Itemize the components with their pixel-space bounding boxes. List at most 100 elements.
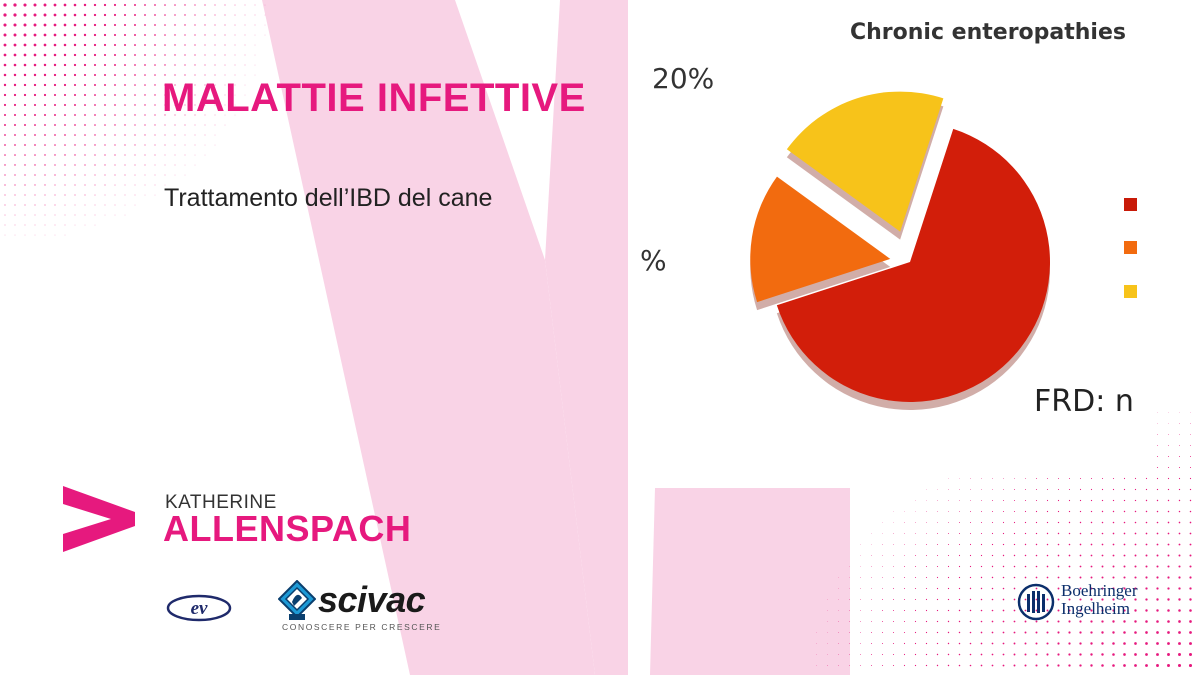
decor-dot: [1046, 598, 1049, 601]
decor-dot: [1002, 554, 1005, 557]
decor-dot: [980, 565, 983, 568]
decor-dot: [1024, 565, 1027, 568]
decor-dot: [13, 53, 17, 57]
decor-dot: [981, 500, 982, 501]
decor-dot: [4, 134, 6, 136]
decor-dot: [1002, 587, 1005, 590]
decor-dot: [1024, 543, 1027, 546]
decor-dot: [1179, 456, 1180, 457]
decor-dot: [1123, 609, 1126, 612]
decor-dot: [1057, 653, 1060, 656]
decor-dot: [194, 124, 196, 126]
decor-dot: [1079, 521, 1082, 524]
decor-dot: [154, 54, 156, 56]
decor-dot: [64, 224, 66, 226]
decor-dot: [1123, 521, 1126, 524]
decor-dot: [154, 174, 156, 176]
decor-dot: [4, 124, 6, 126]
decor-dot: [1002, 642, 1005, 645]
decor-dot: [947, 598, 950, 601]
decor-dot: [23, 73, 27, 77]
decor-dot: [980, 620, 983, 623]
decor-dot: [947, 587, 950, 590]
decor-dot: [34, 154, 36, 156]
decor-dot: [980, 598, 983, 601]
decor-dot: [1046, 664, 1049, 667]
decor-dot: [184, 24, 186, 26]
decor-dot: [937, 511, 938, 512]
decor-dot: [154, 114, 156, 116]
decor-dot: [14, 174, 16, 176]
decor-dot: [1134, 543, 1137, 546]
decor-dot: [74, 114, 76, 116]
decor-dot: [74, 204, 76, 206]
decor-dot: [44, 134, 46, 136]
decor-dot: [234, 54, 236, 56]
decor-dot: [144, 184, 146, 186]
decor-dot: [1013, 620, 1016, 623]
decor-dot: [204, 114, 206, 116]
decor-dot: [1035, 532, 1038, 535]
decor-dot: [1156, 543, 1159, 546]
decor-dot: [1145, 664, 1148, 667]
decor-dot: [849, 566, 850, 567]
decor-dot: [991, 642, 994, 645]
decor-dot: [816, 632, 817, 633]
decor-dot: [925, 631, 928, 634]
decor-dot: [204, 84, 206, 86]
decor-dot: [1046, 653, 1049, 656]
decor-dot: [903, 620, 906, 623]
decor-dot: [871, 665, 872, 666]
decor-dot: [959, 478, 960, 479]
decor-dot: [1068, 653, 1071, 656]
decor-dot: [1079, 598, 1082, 601]
decor-dot: [24, 194, 26, 196]
decor-dot: [164, 24, 166, 26]
decor-dot: [184, 4, 186, 6]
decor-dot: [44, 234, 46, 236]
decor-dot: [104, 144, 106, 146]
decor-dot: [980, 664, 983, 667]
decor-dot: [33, 43, 37, 47]
decor-dot: [134, 204, 136, 206]
decor-dot: [1156, 609, 1159, 612]
chart-title: Chronic enteropathies: [850, 20, 1126, 45]
decor-dot: [969, 576, 972, 579]
decor-dot: [134, 114, 136, 116]
decor-dot: [103, 63, 107, 67]
decor-dot: [992, 478, 993, 479]
decor-dot: [174, 164, 176, 166]
decor-dot: [154, 134, 156, 136]
decor-dot: [3, 53, 7, 57]
decor-dot: [264, 4, 266, 6]
decor-dot: [1046, 488, 1049, 491]
decor-dot: [980, 587, 983, 590]
decor-dot: [104, 74, 106, 76]
decor-dot: [904, 555, 905, 556]
decor-dot: [134, 174, 136, 176]
decor-dot: [1101, 554, 1104, 557]
decor-dot: [84, 104, 86, 106]
decor-dot: [113, 43, 117, 47]
decor-dot: [860, 566, 861, 567]
decor-dot: [958, 653, 961, 656]
decor-dot: [43, 43, 47, 47]
decor-dot: [184, 144, 186, 146]
decor-dot: [1189, 543, 1192, 546]
decor-dot: [1101, 499, 1104, 502]
legend-swatch-red: [1124, 198, 1137, 211]
decor-dot: [1035, 598, 1038, 601]
decor-dot: [1068, 609, 1071, 612]
decor-dot: [73, 33, 77, 37]
decor-dot: [860, 643, 861, 644]
decor-dot: [184, 74, 186, 76]
decor-dot: [234, 84, 236, 86]
decor-dot: [264, 24, 266, 26]
decor-dot: [144, 124, 146, 126]
decor-dot: [93, 63, 97, 67]
decor-dot: [44, 164, 46, 166]
decor-dot: [184, 124, 186, 126]
decor-dot: [1090, 521, 1093, 524]
decor-dot: [827, 665, 828, 666]
decor-dot: [34, 134, 36, 136]
